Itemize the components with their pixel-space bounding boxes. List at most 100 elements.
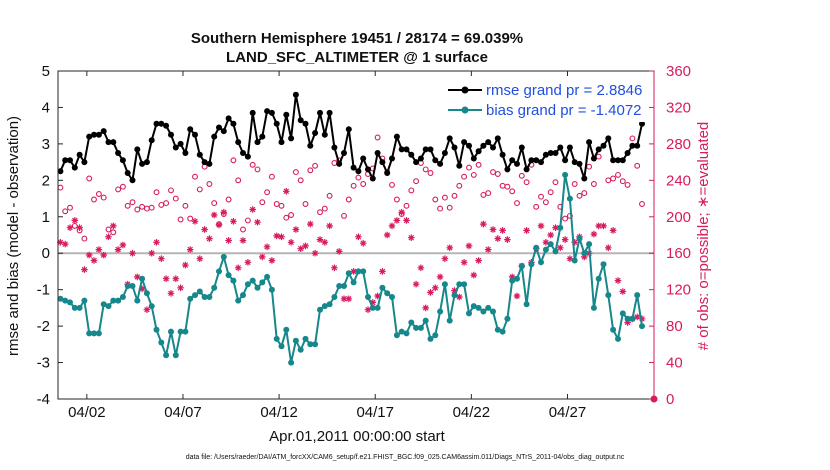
bias-point: [490, 308, 496, 315]
obs-evaluated-marker: [249, 206, 256, 213]
rmse-point: [509, 157, 516, 164]
obs-possible-marker: [124, 202, 131, 209]
bias-point: [177, 328, 184, 335]
bias-point: [590, 304, 597, 311]
obs-evaluated-marker: [499, 227, 506, 234]
bias-point: [95, 330, 102, 337]
obs-possible-marker: [475, 161, 482, 168]
obs-evaluated-marker: [523, 227, 530, 234]
obs-possible-marker: [566, 212, 573, 219]
obs-evaluated-marker: [268, 257, 276, 264]
obs-evaluated-marker: [508, 273, 516, 281]
bias-point: [581, 250, 588, 257]
obs-evaluated-marker: [436, 273, 444, 281]
obs-evaluated-marker: [134, 273, 141, 281]
obs-evaluated-marker: [273, 232, 280, 240]
obs-possible-marker: [187, 215, 194, 222]
rmse-point: [374, 150, 381, 156]
bias-point: [610, 326, 617, 333]
rmse-point: [321, 131, 328, 138]
rmse-point: [629, 142, 636, 149]
rmse-point: [590, 155, 597, 162]
obs-possible-marker: [240, 226, 246, 233]
series-layer: [57, 91, 645, 366]
bias-point: [139, 275, 146, 282]
rmse-point: [432, 157, 439, 164]
obs-evaluated-marker: [278, 233, 285, 241]
obs-possible-marker: [225, 196, 232, 203]
obs-evaluated-marker: [177, 284, 184, 292]
rmse-point: [504, 166, 511, 173]
obs-possible-marker: [624, 181, 631, 188]
obs-evaluated-marker: [340, 295, 348, 303]
y-right-tick-label: 160: [666, 245, 691, 262]
legend-bias-marker: [461, 106, 469, 114]
bias-point: [273, 335, 280, 342]
obs-possible-marker: [389, 181, 395, 188]
bias-point: [504, 315, 511, 322]
bias-point: [538, 259, 544, 266]
rmse-point: [446, 135, 453, 142]
bias-point: [494, 326, 501, 333]
obs-evaluated-marker: [283, 188, 290, 195]
obs-evaluated-marker: [547, 231, 554, 239]
y-right-tick-label: 320: [666, 99, 691, 116]
obs-evaluated-marker: [374, 292, 381, 300]
rmse-point: [441, 150, 448, 156]
obs-possible-marker: [432, 196, 439, 203]
obs-evaluated-marker: [350, 268, 357, 275]
y-left-tick-label: 4: [42, 99, 50, 116]
obs-possible-marker: [514, 200, 520, 207]
rmse-point: [57, 168, 64, 175]
obs-evaluated-marker: [590, 230, 598, 238]
bias-point: [134, 297, 141, 304]
obs-evaluated-marker: [595, 222, 602, 230]
obs-evaluated-marker: [427, 289, 434, 296]
obs-evaluated-marker: [484, 246, 492, 253]
bias-point: [216, 268, 222, 275]
bias-point: [341, 283, 347, 289]
rmse-point: [571, 159, 578, 166]
rmse-point: [369, 175, 376, 182]
rmse-point: [384, 170, 391, 176]
bias-point: [605, 292, 612, 299]
obs-possible-marker: [629, 135, 636, 142]
rmse-point: [528, 157, 535, 164]
y-left-tick-label: -1: [37, 282, 50, 299]
bias-point: [586, 241, 593, 248]
bias-point: [595, 275, 602, 282]
rmse-point: [172, 144, 179, 151]
bias-point: [76, 304, 83, 311]
obs-evaluated-marker: [254, 218, 261, 226]
obs-evaluated-marker: [307, 220, 314, 228]
bias-point: [562, 171, 569, 178]
rmse-point: [360, 155, 367, 162]
bias-point: [206, 294, 213, 300]
obs-evaluated-marker: [215, 221, 223, 229]
rmse-point: [393, 133, 400, 140]
bias-point: [542, 246, 549, 253]
y-right-origin-marker: [650, 395, 658, 403]
obs-evaluated-marker: [331, 264, 338, 272]
obs-possible-marker: [134, 206, 141, 213]
obs-evaluated-marker: [355, 233, 362, 241]
rmse-point: [211, 133, 218, 140]
bias-point: [518, 263, 525, 269]
obs-possible-marker: [393, 196, 400, 203]
rmse-point: [566, 144, 573, 151]
obs-possible-marker: [119, 183, 126, 190]
rmse-point: [461, 139, 468, 146]
rmse-point: [581, 175, 588, 182]
bias-point: [446, 317, 453, 324]
obs-possible-marker: [259, 199, 266, 206]
obs-possible-marker: [158, 201, 165, 208]
obs-possible-marker: [206, 181, 213, 187]
bias-point: [283, 326, 290, 333]
obs-possible-marker: [533, 203, 540, 210]
rmse-point: [499, 151, 506, 158]
obs-evaluated-marker: [230, 218, 237, 225]
rmse-point: [206, 160, 213, 167]
rmse-point: [225, 115, 232, 122]
rmse-point: [110, 139, 117, 146]
obs-evaluated-marker: [571, 239, 578, 246]
